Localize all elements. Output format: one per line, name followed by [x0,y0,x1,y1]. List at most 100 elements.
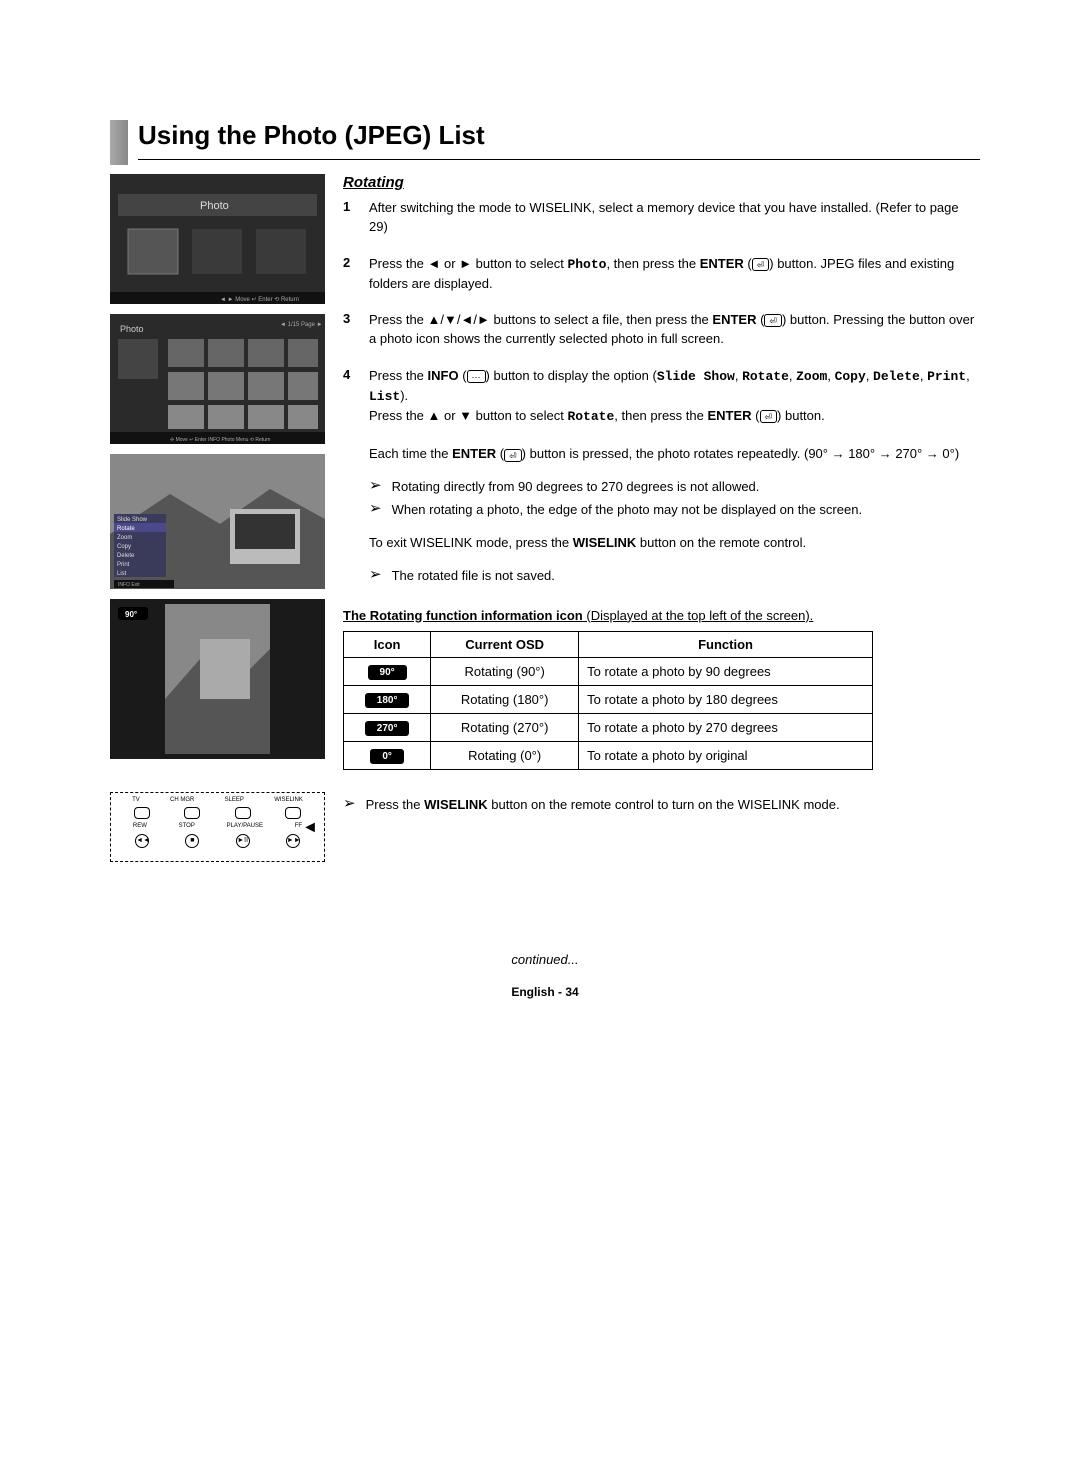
remote-button [134,807,150,819]
remote-circle-button: ◄◄ [135,834,149,848]
note-arrow-icon: ➢ [369,478,382,497]
note-text: Rotating directly from 90 degrees to 270… [392,478,980,497]
table-cell-osd: Rotating (0°) [431,741,579,769]
table-row: 180°Rotating (180°)To rotate a photo by … [344,685,873,713]
remote-button [184,807,200,819]
remote-button [285,807,301,819]
enter-icon: ⏎ [760,410,778,423]
content-columns: Photo ◄ ► Move ↵ Enter ⟲ Return Photo ◄ … [110,174,980,862]
enter-icon: ⏎ [504,449,522,462]
mono-text: Photo [567,257,606,272]
remote-label: REW [133,823,147,830]
svg-text:Photo: Photo [120,324,144,334]
mono-text: Rotate [567,409,614,424]
rotation-badge: 270° [365,721,410,736]
svg-text:Zoom: Zoom [117,535,132,541]
bold-text: WISELINK [424,797,488,812]
remote-circle-button: ■ [185,834,199,848]
mono-text: Print [927,369,966,384]
table-cell-osd: Rotating (180°) [431,685,579,713]
table-cell-icon: 0° [344,741,431,769]
enter-icon: ⏎ [752,258,770,271]
screenshot-photo-list: Photo ◄ 1/15 Page ► [110,314,325,444]
bold-text: ENTER [452,446,496,461]
info-icon: ⋯ [467,370,486,383]
table-caption: The Rotating function information icon (… [343,608,980,623]
heading-accent-bar [110,120,128,165]
mono-text: List [369,389,400,404]
thumb1-label: Photo [200,200,229,212]
svg-text:Delete: Delete [117,553,135,559]
table-row: 90° Rotating (90°)To rotate a photo by 90… [344,657,873,685]
bold-text: ENTER [707,408,751,423]
note-row: ➢ Rotating directly from 90 degrees to 27… [369,478,980,497]
step-number: 4 [343,367,355,590]
note-arrow-icon: ➢ [369,567,382,586]
remote-diagram: TV CH MGR SLEEP WISELINK REW [110,792,325,862]
table-caption-bold: The Rotating function information icon [343,608,583,623]
step-row: 3Press the ▲/▼/◄/► buttons to select a f… [343,311,980,349]
bold-text: ENTER [700,256,744,271]
mono-text: Delete [873,369,920,384]
step-after-text: To exit WISELINK mode, press the WISELIN… [369,534,980,553]
note-arrow-icon: ➢ [343,796,356,815]
step-body: After switching the mode to WISELINK, se… [369,199,980,237]
screenshot-rotated-photo: 90° [110,599,325,759]
options-menu: Slide Show Rotate Zoom Copy Delete Print… [114,514,166,577]
table-caption-rest: (Displayed at the top left of the screen… [583,608,814,623]
note-arrow-icon: ➢ [369,501,382,520]
step-number: 2 [343,255,355,294]
bold-text: INFO [428,368,459,383]
step-body: Press the ▲/▼/◄/► buttons to select a fi… [369,311,980,349]
remote-label: PLAY/PAUSE [227,823,263,830]
svg-text:◄ 1/15 Page ►: ◄ 1/15 Page ► [280,322,323,328]
enter-icon: ⏎ [764,314,782,327]
step-number: 1 [343,199,355,237]
page-title: Using the Photo (JPEG) List [138,120,980,151]
table-cell-function: To rotate a photo by 90 degrees [579,657,873,685]
bold-text: WISELINK [573,535,637,550]
remote-circle-button: ►II [236,834,250,848]
step-body: Press the INFO (⋯) button to display the… [369,367,980,590]
section-heading: Rotating [343,174,980,191]
remote-labels-top: TV CH MGR SLEEP WISELINK [117,797,318,804]
svg-text:List: List [117,571,127,577]
svg-text:Print: Print [117,562,130,568]
table-header-row: Icon Current OSD Function [344,631,873,657]
remote-label: TV [132,797,140,804]
table-row: 270° Rotating (270°)To rotate a photo by … [344,713,873,741]
note-row: ➢When rotating a photo, the edge of the … [369,501,980,520]
remote-label: FF [295,823,302,830]
svg-text:Copy: Copy [117,544,131,550]
mono-text: Zoom [796,369,827,384]
svg-text:Rotate: Rotate [117,526,135,532]
screenshot-photo-options: Slide Show Rotate Zoom Copy Delete Print… [110,454,325,589]
bottom-row: TV CH MGR SLEEP WISELINK REW [110,792,980,862]
table-cell-osd: Rotating (270°) [431,713,579,741]
manual-page: Using the Photo (JPEG) List Photo ◄ ► Mo… [0,0,1080,1059]
rotation-badge: 90° [368,665,407,680]
rotation-table: Icon Current OSD Function 90° Rotating (9… [343,631,873,770]
mono-text: Slide Show [657,369,735,384]
mono-text: Copy [835,369,866,384]
svg-text:◄ ► Move ↵ Enter ⟲ Return: ◄ ► Move ↵ Enter ⟲ Return [220,297,299,303]
bottom-note-wrapper: ➢ Press the WISELINK button on the remot… [343,792,980,862]
step-row: 2 Press the ◄ or ► button to select Photo… [343,255,980,294]
remote-label: CH MGR [170,797,194,804]
note-row: ➢The rotated file is not saved. [369,567,980,586]
table-cell-osd: Rotating (90°) [431,657,579,685]
steps-list: 1 After switching the mode to WISELINK, s… [343,199,980,590]
title-row: Using the Photo (JPEG) List [138,120,980,160]
table-header-function: Function [579,631,873,657]
table-cell-icon: 180° [344,685,431,713]
table-cell-icon: 90° [344,657,431,685]
table-cell-function: To rotate a photo by original [579,741,873,769]
remote-circle-button: ►► [286,834,300,848]
remote-label: SLEEP [225,797,244,804]
bottom-note: ➢ Press the WISELINK button on the remot… [343,796,980,815]
table-cell-function: To rotate a photo by 180 degrees [579,685,873,713]
table-cell-function: To rotate a photo by 270 degrees [579,713,873,741]
table-row: 0° Rotating (0°)To rotate a photo by orig… [344,741,873,769]
rotation-badge: 0° [370,749,404,764]
step-body: Press the ◄ or ► button to select Photo,… [369,255,980,294]
